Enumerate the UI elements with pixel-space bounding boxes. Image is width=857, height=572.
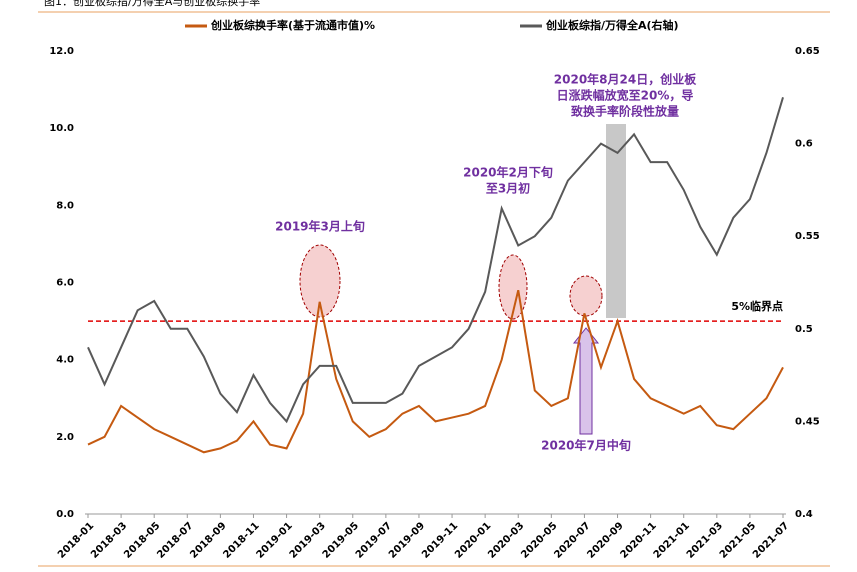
annotation: 至3月初 bbox=[486, 181, 530, 196]
y-tick-label: 12.0 bbox=[49, 46, 74, 57]
y2-tick-label: 0.5 bbox=[795, 324, 813, 335]
annotation: 2019年3月上旬 bbox=[275, 219, 365, 234]
threshold-label: 5%临界点 bbox=[731, 299, 783, 313]
y2-tick-label: 0.55 bbox=[795, 231, 820, 242]
y2-tick-label: 0.6 bbox=[795, 139, 813, 150]
highlight-band bbox=[606, 124, 626, 318]
chart-title: 图1：创业板综指/万得全A与创业板综换手率 bbox=[44, 0, 260, 8]
legend-label: 创业板综指/万得全A(右轴) bbox=[545, 18, 679, 32]
annotation: 日涨跌幅放宽至20%，导 bbox=[557, 88, 694, 103]
y-tick-label: 6.0 bbox=[56, 278, 74, 289]
annotation: 2020年8月24日，创业板 bbox=[554, 72, 697, 87]
y-tick-label: 10.0 bbox=[49, 123, 74, 134]
y-tick-label: 2.0 bbox=[56, 432, 74, 443]
series-line bbox=[87, 97, 784, 424]
y2-tick-label: 0.4 bbox=[795, 509, 813, 520]
annotation: 致换手率阶段性放量 bbox=[571, 104, 679, 119]
highlight-ellipse bbox=[569, 275, 603, 317]
legend-label: 创业板综换手率(基于流通市值)% bbox=[210, 18, 375, 32]
y-tick-label: 8.0 bbox=[56, 200, 74, 211]
y-tick-label: 0.0 bbox=[56, 509, 74, 520]
annotation: 2020年2月下旬 bbox=[463, 165, 553, 180]
y-tick-label: 4.0 bbox=[56, 355, 74, 366]
y2-tick-label: 0.45 bbox=[795, 416, 820, 427]
series-line bbox=[87, 289, 784, 454]
annotation: 2020年7月中旬 bbox=[541, 438, 631, 453]
x-tick-label: 2021-07 bbox=[751, 520, 791, 560]
y2-tick-label: 0.65 bbox=[795, 46, 820, 57]
highlight-ellipse bbox=[299, 244, 341, 318]
